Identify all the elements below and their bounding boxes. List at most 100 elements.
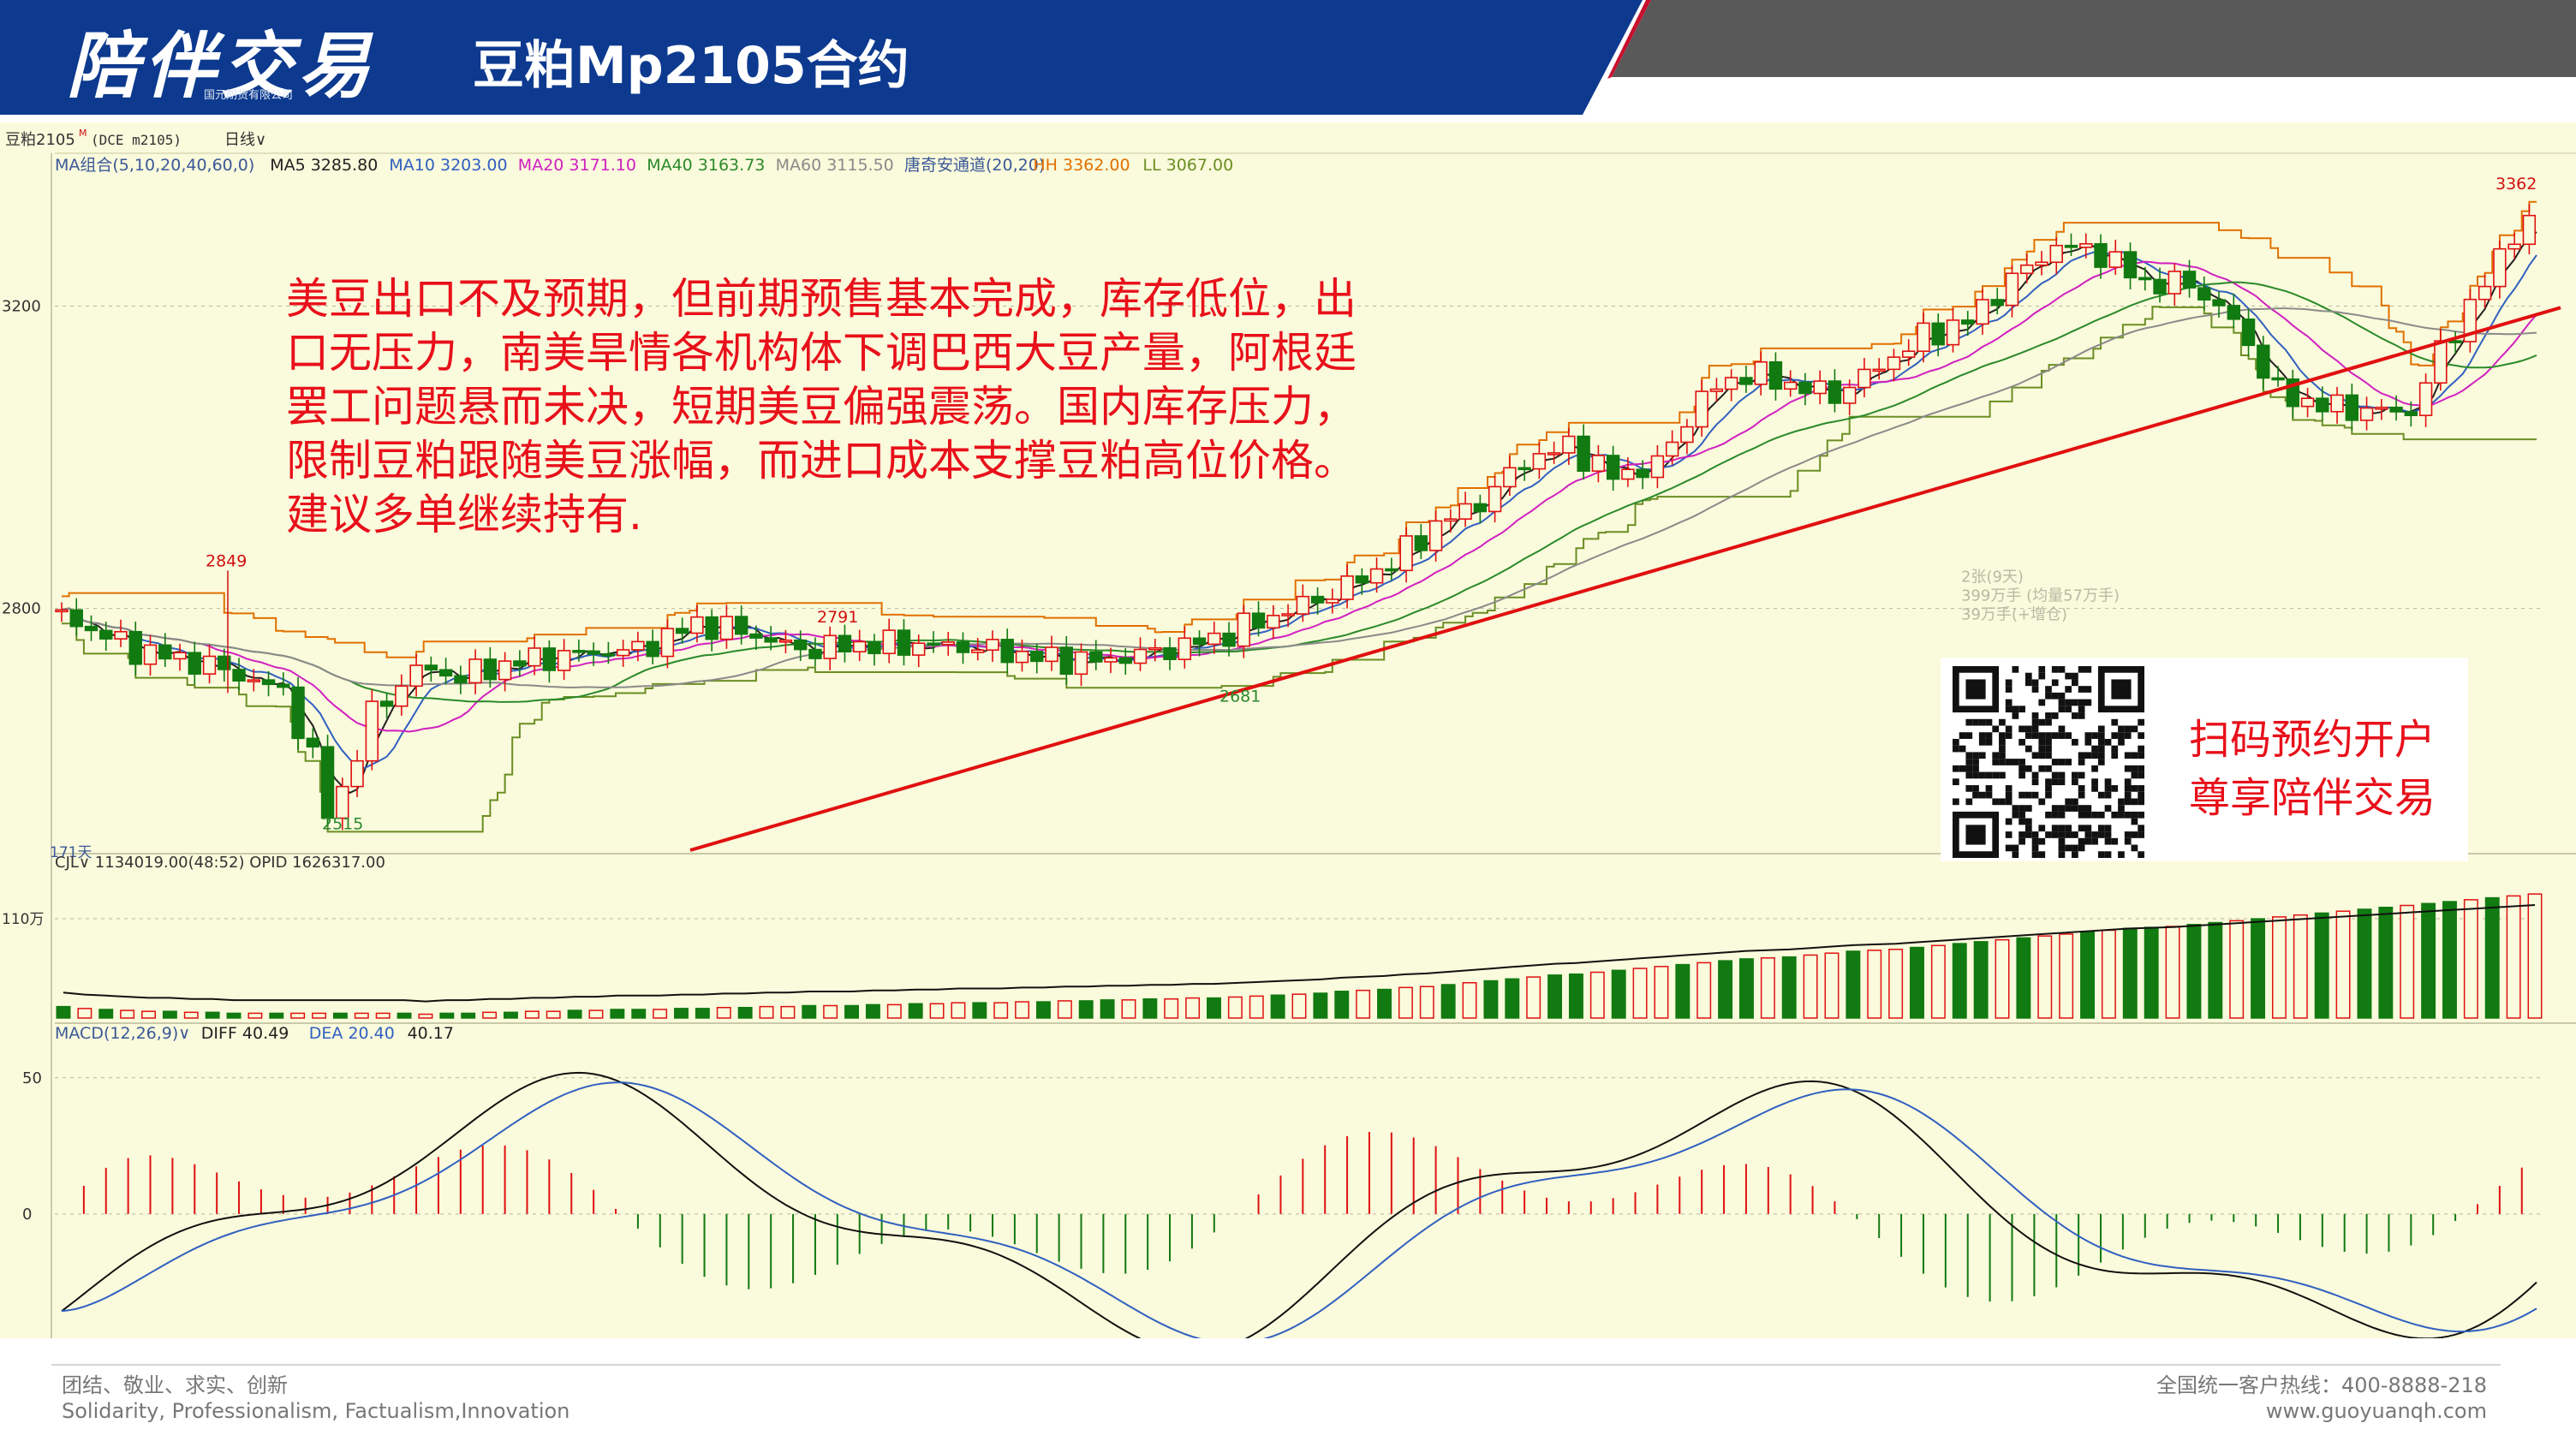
candle-body — [1488, 485, 1502, 513]
volume-bar — [1185, 997, 1201, 1019]
motto-cn: 团结、敬业、求实、创新 — [62, 1373, 288, 1397]
volume-bar — [439, 1012, 455, 1019]
instrument-sup: M — [79, 128, 87, 139]
volume-bar — [780, 1005, 796, 1019]
volume-bar — [1440, 984, 1456, 1019]
volume-bar — [98, 1009, 114, 1019]
qr-code-icon[interactable] — [1953, 666, 2144, 858]
candle-body — [1015, 650, 1029, 664]
volume-bar — [802, 1004, 817, 1019]
website-link[interactable]: www.guoyuanqh.com — [2265, 1399, 2487, 1423]
period-selector: 日线∨ — [224, 131, 266, 149]
volume-bar — [2378, 906, 2394, 1019]
candle-body — [1917, 322, 1930, 352]
volume-bar — [2251, 918, 2266, 1019]
candle-body — [69, 609, 83, 628]
candle-body — [1267, 615, 1280, 629]
candle-body — [1104, 657, 1118, 663]
header-banner — [0, 0, 2576, 115]
candle-body — [675, 628, 689, 634]
candle-body — [1355, 575, 1369, 584]
volume-bar — [1739, 958, 1754, 1019]
candle-body — [2094, 242, 2108, 268]
candle-body — [719, 616, 734, 640]
volume-bar — [1995, 938, 2010, 1019]
candle-body — [956, 641, 970, 653]
volume-bar — [2101, 929, 2116, 1019]
volume-bar — [567, 1009, 582, 1019]
candle-body — [1709, 388, 1724, 392]
volume-bar — [141, 1010, 156, 1019]
volume-bar — [759, 1005, 774, 1019]
candle-body — [646, 640, 659, 658]
logo: 陪伴交易 — [67, 23, 376, 108]
candle-body — [572, 650, 586, 653]
volume-bar — [2037, 935, 2053, 1019]
indicator-legend-item: MA60 3115.50 — [776, 156, 894, 175]
candle-body — [143, 644, 158, 665]
price-tick-label: 2800 — [2, 600, 41, 618]
header-navy-band — [0, 0, 1643, 115]
candle-body — [749, 633, 763, 639]
footer-divider — [51, 1364, 2501, 1366]
candle-body — [912, 642, 926, 656]
candle-body — [1133, 648, 1148, 664]
candle-body — [1739, 377, 1753, 385]
volume-bar — [247, 1012, 263, 1019]
candle-body — [218, 655, 231, 670]
candle-body — [306, 737, 320, 747]
candle-body — [2463, 298, 2478, 342]
volume-bar — [1846, 950, 1861, 1019]
candle-body — [483, 658, 498, 681]
volume-bar — [1078, 1000, 1094, 1019]
footer-motto: 团结、敬业、求实、创新 Solidarity, Professionalism,… — [62, 1373, 569, 1424]
candle-body — [1887, 356, 1901, 371]
volume-bar — [2059, 933, 2074, 1019]
volume-bar — [2527, 893, 2543, 1019]
macd-tick-label: 0 — [22, 1206, 32, 1224]
candle-body — [1768, 360, 1783, 390]
header-red-stripe — [1607, 0, 1651, 79]
candle-body — [823, 634, 837, 659]
candle-body — [2079, 242, 2093, 248]
candle-body — [1251, 612, 1266, 629]
candle-body — [2418, 382, 2433, 417]
volume-bar — [1142, 997, 1158, 1019]
volume-bar — [1483, 980, 1499, 1019]
volume-bar — [2080, 931, 2095, 1019]
candle-body — [1931, 322, 1945, 346]
indicator-legend-item: MA10 3203.00 — [389, 156, 507, 175]
volume-bar — [2421, 902, 2436, 1019]
macd-dea-line — [61, 1081, 2537, 1338]
candle-body — [1783, 381, 1798, 390]
candle-body — [2257, 344, 2270, 379]
footer-contact: 全国统一客户热线：400-8888-218 www.guoyuanqh.com — [2156, 1373, 2487, 1424]
volume-bar — [1973, 941, 1989, 1019]
candle-body — [1192, 637, 1207, 646]
candle-body — [1326, 598, 1339, 604]
candle-body — [897, 629, 911, 656]
candle-body — [84, 625, 98, 632]
candle-body — [1030, 650, 1044, 663]
volume-bar — [2442, 901, 2457, 1019]
price-extreme-label: 2791 — [817, 608, 858, 627]
candle-body — [1828, 380, 1842, 404]
volume-bar — [610, 1009, 625, 1019]
volume-bar — [1398, 986, 1413, 1019]
candle-body — [1148, 646, 1162, 651]
volume-bar — [162, 1010, 177, 1019]
candle-body — [365, 700, 379, 762]
analysis-line: 罢工问题悬而未决，短期美豆偏强震荡。国内库存压力， — [286, 382, 1357, 432]
volume-bar — [1419, 986, 1434, 1019]
qr-promo-line2: 尊享陪伴交易 — [2189, 774, 2436, 822]
candle-body — [528, 647, 541, 667]
volume-tick-label: 110万 — [2, 911, 44, 928]
volume-bar — [290, 1012, 306, 1019]
candle-body — [1399, 535, 1413, 572]
volume-bar — [524, 1010, 540, 1019]
volume-bar — [1035, 1001, 1051, 1019]
candle-body — [1813, 380, 1827, 395]
indicator-legend-item: MA5 3285.80 — [270, 156, 378, 175]
volume-bar — [737, 1006, 753, 1019]
header-gray-band — [1612, 0, 2576, 77]
